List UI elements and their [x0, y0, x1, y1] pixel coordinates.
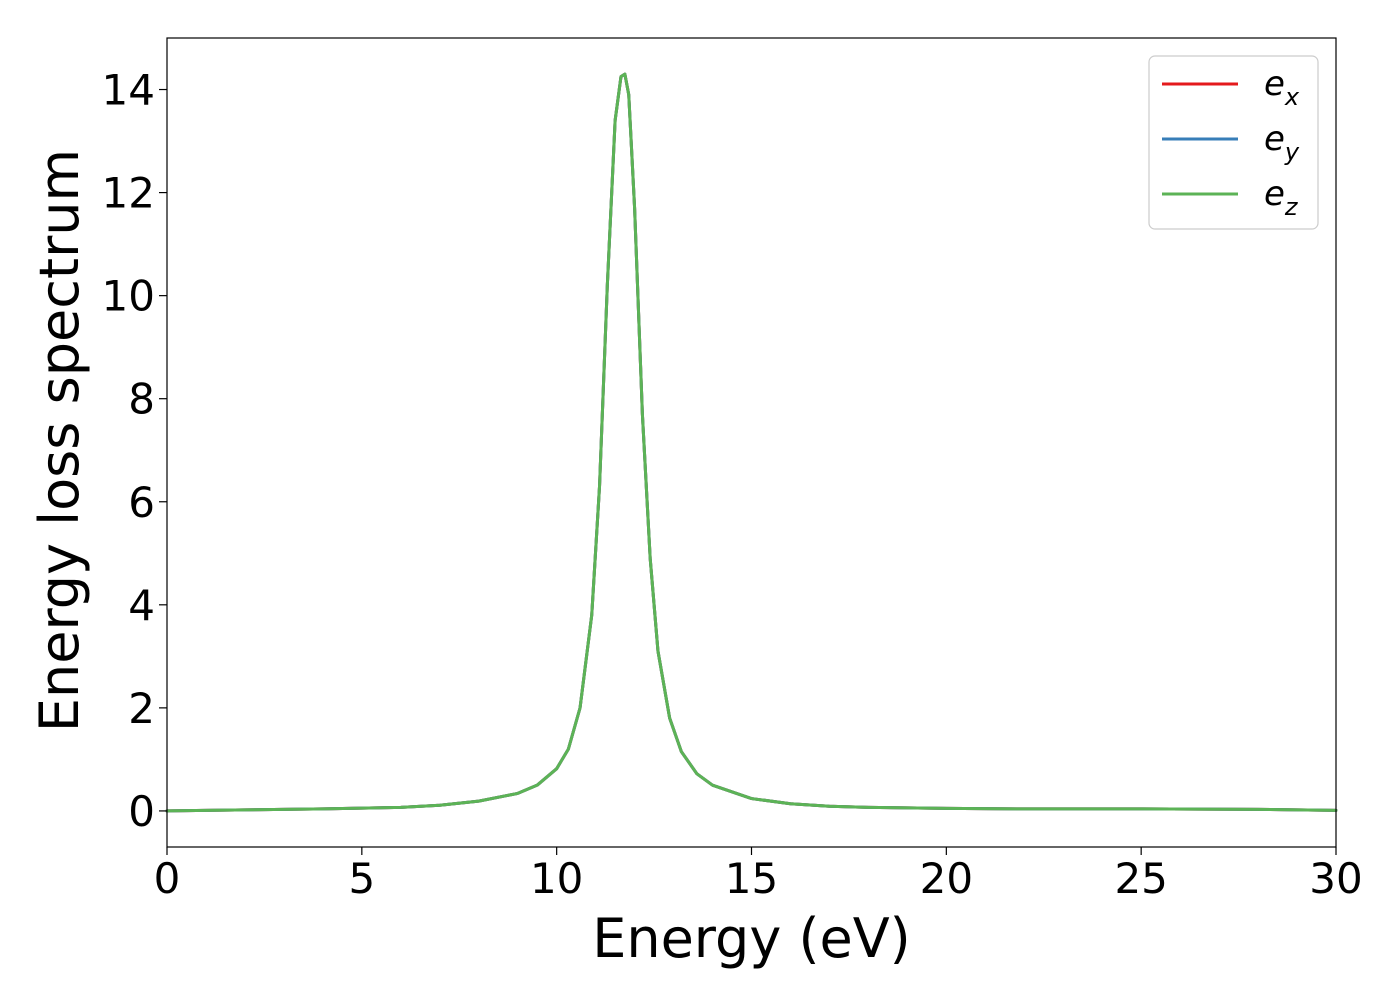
- series-line-z: [165, 72, 1338, 813]
- x-tick-label: 10: [530, 854, 583, 903]
- x-tick-label: 5: [348, 854, 375, 903]
- y-tick-label: 10: [102, 272, 155, 321]
- legend: ex ey ez: [1148, 55, 1319, 230]
- x-axis-label: Energy (eV): [592, 907, 911, 970]
- y-tick-label: 12: [102, 169, 155, 218]
- legend-label-y: ey: [1264, 119, 1300, 166]
- y-tick-label: 4: [128, 581, 155, 630]
- y-axis-label: Energy loss spectrum: [28, 149, 91, 732]
- y-tick-label: 6: [128, 478, 155, 527]
- y-tick-label: 0: [128, 787, 155, 836]
- x-tick-label: 15: [725, 854, 778, 903]
- y-tick-label: 8: [128, 375, 155, 424]
- axes-layer: 0 5 10 15 20 25 30 0 2 4 6 8 10 12 14: [102, 37, 1363, 903]
- x-tick-label: 30: [1309, 854, 1362, 903]
- x-tick-label: 25: [1114, 854, 1167, 903]
- legend-label-x: ex: [1264, 64, 1300, 111]
- x-tick-label: 20: [920, 854, 973, 903]
- legend-box: [1148, 55, 1319, 230]
- series-layer: [165, 72, 1338, 813]
- legend-label-z: ez: [1264, 174, 1299, 221]
- x-tick-label: 0: [154, 854, 181, 903]
- y-tick-label: 2: [128, 684, 155, 733]
- y-tick-label: 14: [102, 66, 155, 115]
